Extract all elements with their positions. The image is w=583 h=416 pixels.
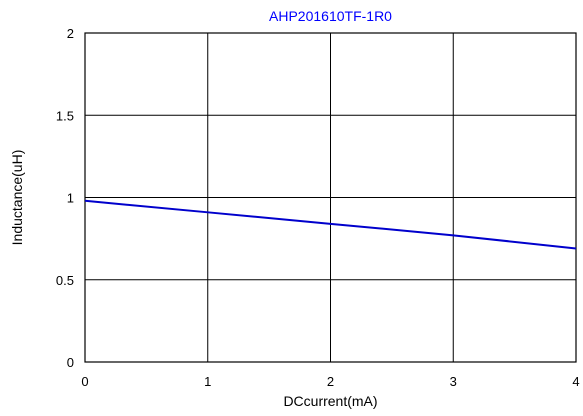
grid xyxy=(84,32,577,363)
series-layer xyxy=(84,199,577,250)
x-tick-labels: 0 1 2 3 4 xyxy=(81,374,579,389)
y-tick-label-0: 0 xyxy=(67,355,74,370)
y-tick-label-2: 1 xyxy=(67,191,74,206)
x-axis-title: DCcurrent(mA) xyxy=(283,393,377,409)
x-tick-label-1: 1 xyxy=(204,374,211,389)
y-tick-label-1: 0.5 xyxy=(56,273,74,288)
y-axis-title: Inductance(uH) xyxy=(9,150,25,246)
y-tick-label-4: 2 xyxy=(67,26,74,41)
x-tick-label-2: 2 xyxy=(327,374,334,389)
plot-frame xyxy=(84,32,577,363)
chart-title: AHP201610TF-1R0 xyxy=(269,8,392,24)
y-tick-label-3: 1.5 xyxy=(56,108,74,123)
x-tick-label-3: 3 xyxy=(450,374,457,389)
x-tick-label-0: 0 xyxy=(81,374,88,389)
series-line-0 xyxy=(84,199,577,250)
x-tick-label-4: 4 xyxy=(572,374,579,389)
y-tick-labels: 0 0.5 1 1.5 2 xyxy=(56,26,74,370)
